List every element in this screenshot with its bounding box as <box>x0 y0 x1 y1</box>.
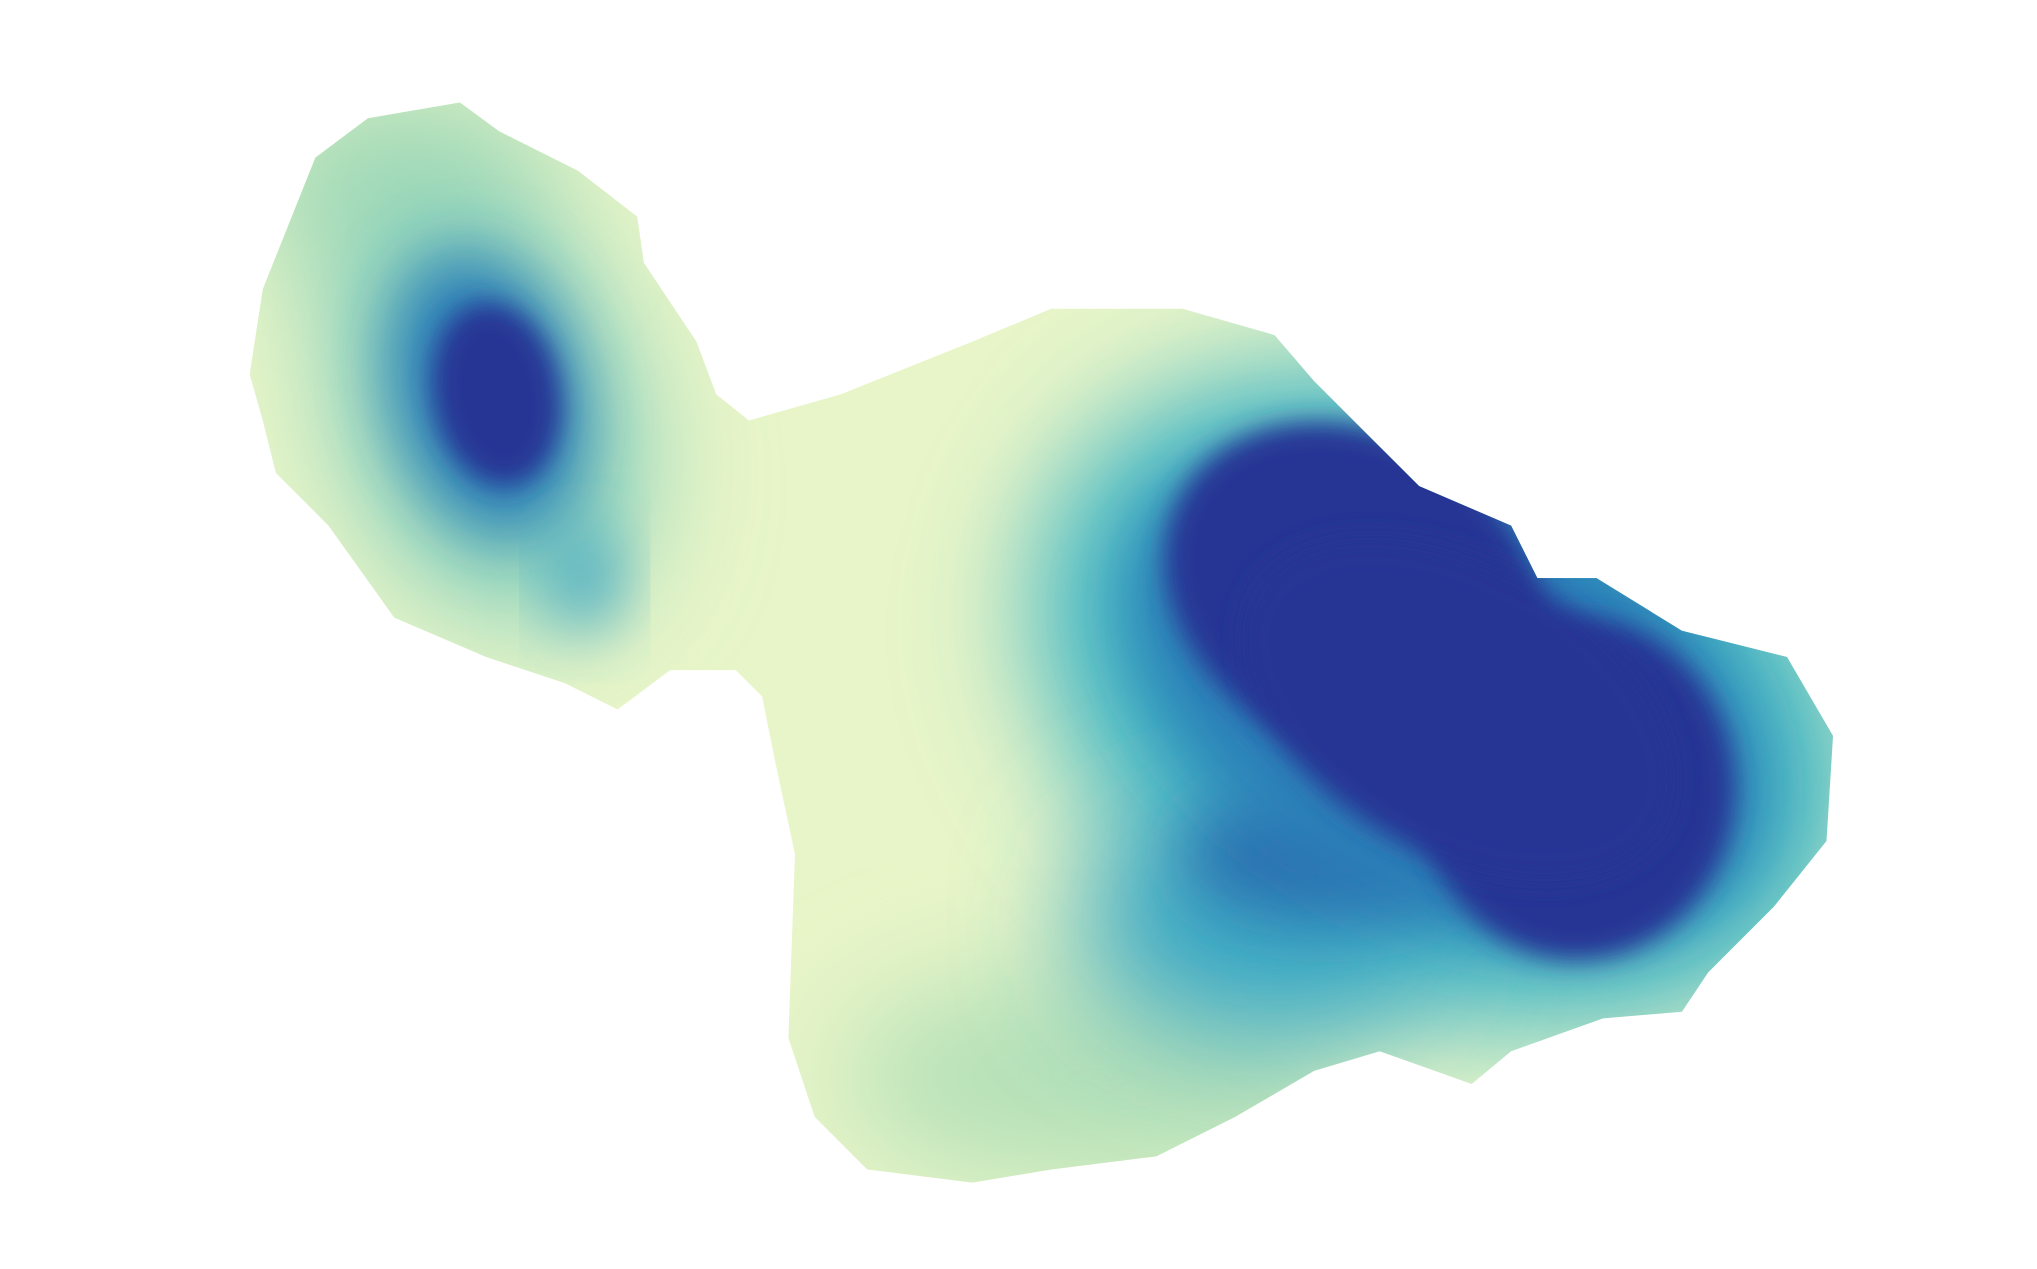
shade <box>551 525 618 631</box>
shade <box>1241 537 1676 882</box>
shade <box>432 302 561 486</box>
